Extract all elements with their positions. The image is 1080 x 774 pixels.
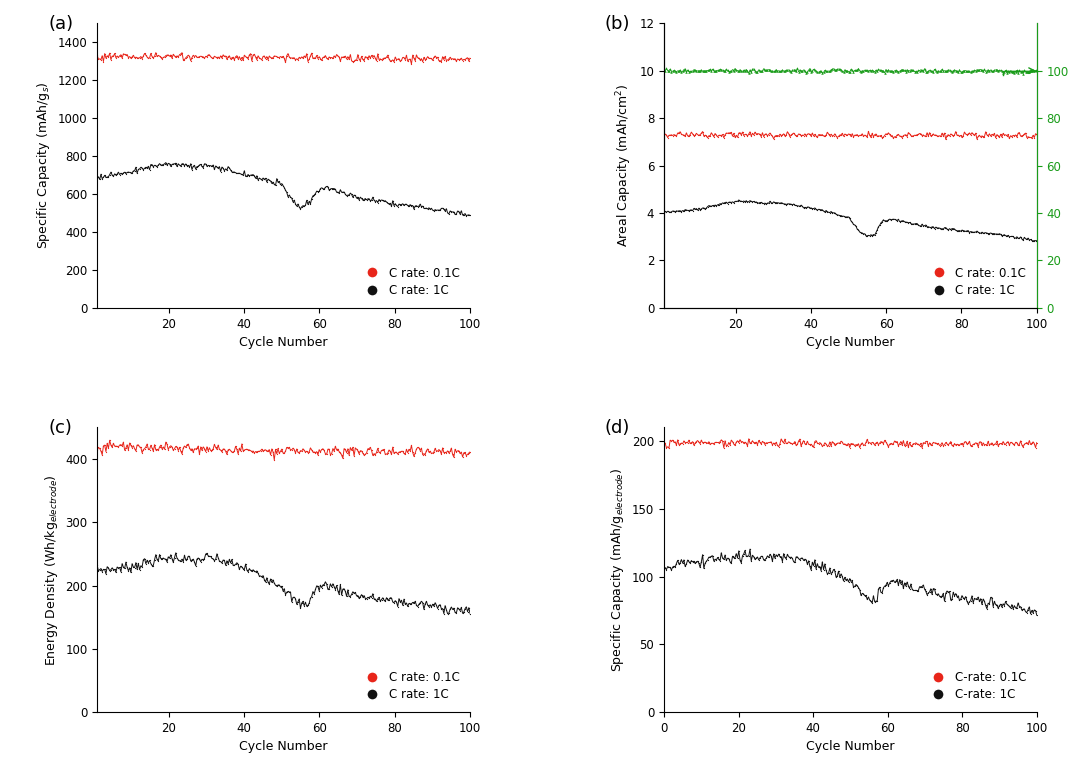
Y-axis label: Areal Capacity (mAh/cm$^2$): Areal Capacity (mAh/cm$^2$)	[615, 84, 634, 248]
Legend: C rate: 0.1C, C rate: 1C: C rate: 0.1C, C rate: 1C	[355, 262, 464, 302]
Text: (d): (d)	[605, 419, 630, 437]
X-axis label: Cycle Number: Cycle Number	[240, 336, 328, 349]
Y-axis label: Energy Density (Wh/kg$_{electrode}$): Energy Density (Wh/kg$_{electrode}$)	[43, 474, 59, 666]
X-axis label: Cycle Number: Cycle Number	[806, 741, 894, 753]
Legend: C rate: 0.1C, C rate: 1C: C rate: 0.1C, C rate: 1C	[355, 666, 464, 706]
Y-axis label: Specific Capacity (mAh/g$_s$): Specific Capacity (mAh/g$_s$)	[36, 82, 52, 249]
Y-axis label: Specific Capacity (mAh/g$_{electrode}$): Specific Capacity (mAh/g$_{electrode}$)	[609, 467, 626, 672]
X-axis label: Cycle Number: Cycle Number	[240, 741, 328, 753]
Text: (a): (a)	[49, 15, 73, 33]
Legend: C rate: 0.1C, C rate: 1C: C rate: 0.1C, C rate: 1C	[922, 262, 1031, 302]
Legend: C-rate: 0.1C, C-rate: 1C: C-rate: 0.1C, C-rate: 1C	[921, 666, 1031, 706]
X-axis label: Cycle Number: Cycle Number	[806, 336, 894, 349]
Text: (b): (b)	[605, 15, 630, 33]
Text: (c): (c)	[49, 419, 72, 437]
